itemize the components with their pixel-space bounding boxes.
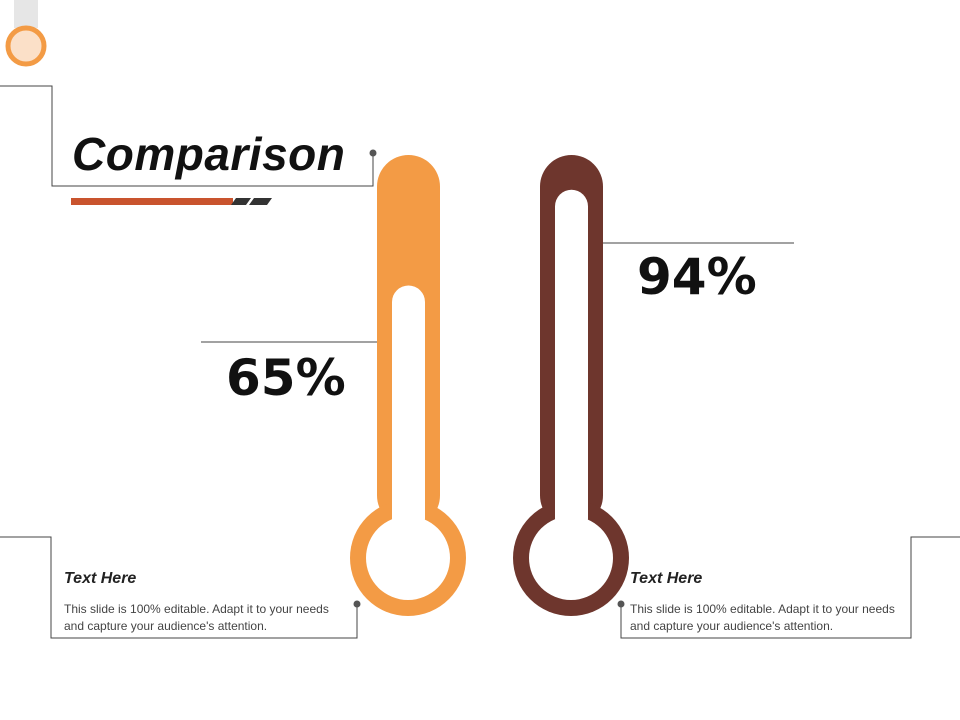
corner-circle-icon (5, 25, 47, 67)
right-card-heading: Text Here (630, 570, 703, 587)
right-card-body: This slide is 100% editable. Adapt it to… (630, 602, 895, 633)
title-frame (0, 85, 374, 187)
right-card-frame-dot (617, 600, 625, 608)
left-thermometer (350, 155, 466, 616)
left-thermometer-bulb-hole (366, 516, 450, 600)
page-title: Comparison (72, 128, 346, 180)
left-card-body: This slide is 100% editable. Adapt it to… (64, 602, 329, 633)
right-percent-label: 94% (637, 248, 757, 306)
left-text-card: Text Here This slide is 100% editable. A… (64, 569, 349, 635)
left-card-frame (0, 536, 358, 639)
left-percent-label: 65% (226, 349, 346, 407)
right-text-card: Text Here This slide is 100% editable. A… (630, 569, 915, 635)
title-accent-stripe-1 (231, 198, 251, 205)
title-accent-bar (71, 198, 233, 205)
left-card-heading: Text Here (64, 570, 137, 587)
right-thermometer (513, 155, 629, 616)
corner-tab (14, 0, 38, 28)
right-thermometer-bulb-hole (529, 516, 613, 600)
left-card-frame-dot (353, 600, 361, 608)
title-accent-stripe-2 (249, 198, 272, 205)
left-thermometer-inner-track (392, 285, 425, 535)
title-frame-dot (369, 149, 377, 157)
right-thermometer-inner-track (555, 189, 588, 536)
right-card-frame (620, 536, 960, 639)
